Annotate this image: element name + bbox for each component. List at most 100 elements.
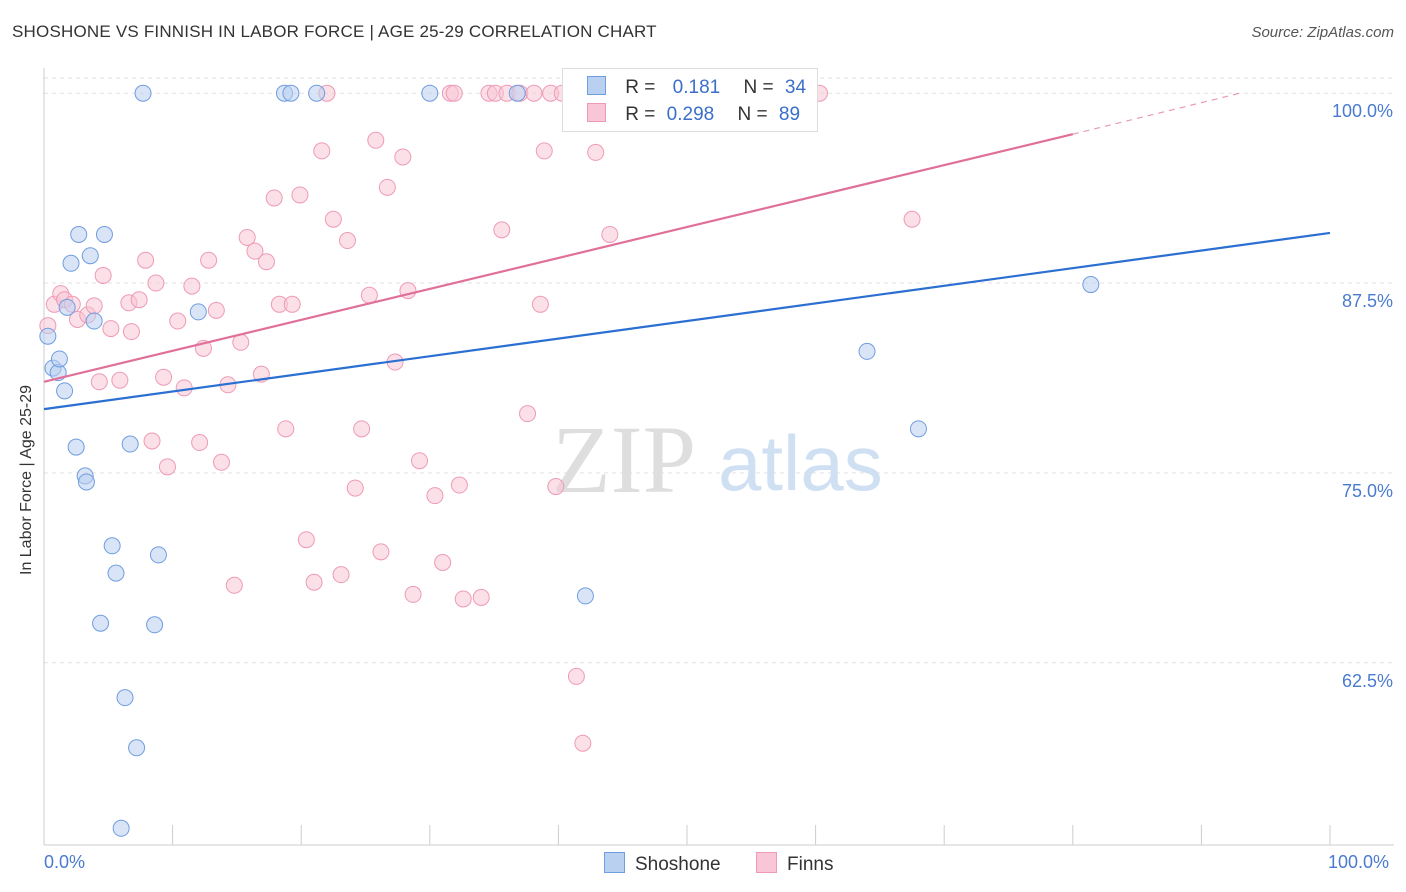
finns-point: [450, 476, 468, 494]
finns-point: [191, 434, 209, 452]
y-tick-label: 62.5%: [1341, 670, 1393, 691]
finns-n-value: 89: [778, 104, 801, 125]
shoshone-point: [70, 225, 88, 243]
finns-trend-line-extension: [1072, 92, 1241, 135]
watermark: ZIP atlas: [552, 406, 883, 513]
shoshone-point: [149, 546, 167, 564]
shoshone-point: [134, 84, 152, 102]
shoshone-point: [909, 420, 927, 438]
finns-point: [525, 84, 543, 102]
finns-point: [147, 274, 165, 292]
watermark-zip: ZIP: [552, 406, 696, 513]
finns-point: [200, 251, 218, 269]
finns-point: [493, 221, 511, 239]
shoshone-point: [858, 342, 876, 360]
finns-point: [367, 131, 385, 149]
finns-point: [143, 432, 161, 450]
shoshone-legend-swatch: [604, 852, 625, 873]
finns-trend-line: [43, 133, 1074, 383]
shoshone-point: [116, 689, 134, 707]
shoshone-point: [85, 312, 103, 330]
shoshone-point: [282, 84, 300, 102]
finns-point: [238, 228, 256, 246]
axes: [43, 68, 1394, 846]
finns-point: [137, 251, 155, 269]
shoshone-point: [58, 298, 76, 316]
finns-point: [257, 253, 275, 271]
finns-point: [445, 84, 463, 102]
shoshone-point: [128, 739, 146, 757]
finns-point: [246, 242, 264, 260]
finns-point: [225, 576, 243, 594]
finns-point: [426, 487, 444, 505]
finns-point: [404, 585, 422, 603]
finns-point: [378, 178, 396, 196]
shoshone-point: [508, 84, 526, 102]
finns-point: [324, 210, 342, 228]
shoshone-points: [39, 84, 1100, 837]
finns-point: [454, 590, 472, 608]
watermark-atlas: atlas: [718, 419, 883, 507]
shoshone-point: [81, 247, 99, 265]
y-tick-label: 100.0%: [1331, 101, 1393, 122]
finns-point: [183, 277, 201, 295]
finns-point: [130, 291, 148, 309]
n-label: N =: [737, 104, 768, 125]
finns-point: [313, 142, 331, 160]
shoshone-point: [95, 225, 113, 243]
bottom-legend-shoshone[interactable]: Shoshone: [604, 852, 721, 876]
shoshone-point: [77, 473, 95, 491]
finns-point: [111, 371, 129, 389]
finns-point: [207, 301, 225, 319]
finns-point: [472, 588, 490, 606]
shoshone-point: [421, 84, 439, 102]
finns-point: [903, 210, 921, 228]
finns-point: [338, 232, 356, 250]
finns-point: [158, 458, 176, 476]
finns-point: [411, 452, 429, 470]
shoshone-swatch: [587, 76, 606, 95]
finns-legend-label: Finns: [787, 854, 834, 875]
shoshone-point: [576, 587, 594, 605]
shoshone-point: [308, 84, 326, 102]
finns-point: [394, 148, 412, 166]
shoshone-legend-label: Shoshone: [635, 854, 721, 875]
shoshone-point: [67, 438, 85, 456]
finns-point: [353, 420, 371, 438]
finns-point: [90, 373, 108, 391]
correlation-legend: R = 0.181 N = 34 R = 0.298 N = 89: [562, 68, 818, 132]
y-axis-label: In Labor Force | Age 25-29: [18, 384, 35, 575]
y-tick-label: 87.5%: [1341, 291, 1393, 312]
finns-point: [547, 478, 565, 496]
finns-point: [372, 543, 390, 561]
trend-lines: [43, 92, 1331, 411]
finns-r-value: 0.298: [666, 104, 715, 125]
shoshone-point: [39, 327, 57, 345]
bottom-legend-finns[interactable]: Finns: [756, 852, 833, 876]
finns-point: [291, 186, 309, 204]
finns-legend-swatch: [756, 852, 777, 873]
grid-lines: [44, 77, 1394, 664]
shoshone-point: [50, 350, 68, 368]
finns-point: [519, 405, 537, 423]
shoshone-point: [121, 435, 139, 453]
shoshone-point: [92, 614, 110, 632]
finns-point: [535, 142, 553, 160]
shoshone-point: [56, 382, 74, 400]
finns-point: [567, 667, 585, 685]
shoshone-point: [103, 537, 121, 555]
finns-point: [175, 379, 193, 397]
finns-swatch: [587, 103, 606, 122]
finns-point: [122, 323, 140, 341]
finns-point: [601, 225, 619, 243]
y-tick-label: 75.0%: [1341, 480, 1393, 501]
finns-point: [85, 297, 103, 315]
finns-point: [346, 479, 364, 497]
x-tick-label-max: 100.0%: [1328, 852, 1390, 872]
finns-point: [434, 554, 452, 572]
r-label: R =: [625, 77, 656, 98]
finns-point: [574, 734, 592, 752]
shoshone-point: [112, 819, 130, 837]
r-label: R =: [625, 104, 656, 125]
